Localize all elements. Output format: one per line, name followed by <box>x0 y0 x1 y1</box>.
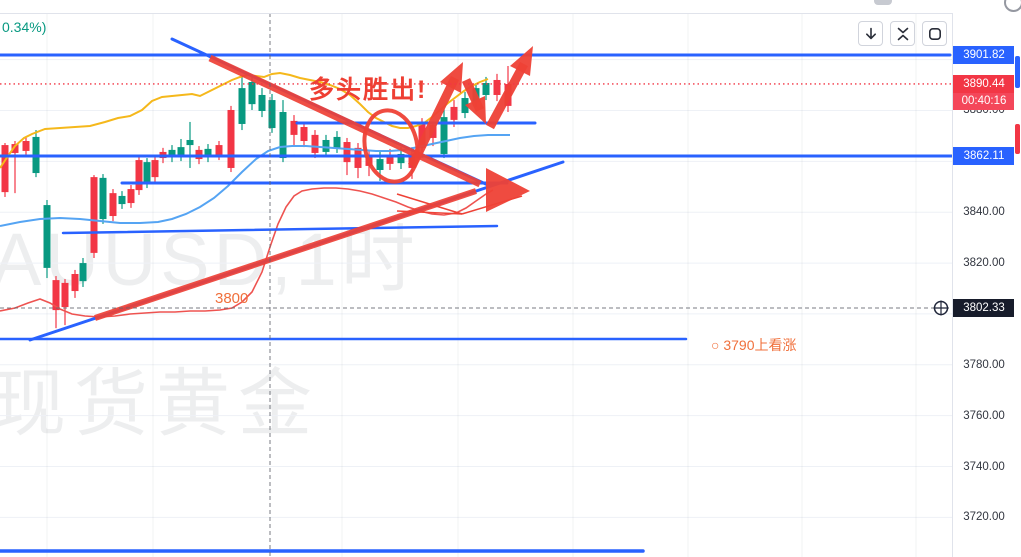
annotation-3790-bullish[interactable]: ○ 3790上看涨 <box>711 337 797 353</box>
candle-body <box>354 147 362 168</box>
candle-body <box>461 98 469 114</box>
candle-body <box>482 83 490 95</box>
price-tick: 3780.00 <box>963 358 1005 371</box>
watermark-symbol-cn: 现货黄金 <box>0 362 320 445</box>
circle-annotation[interactable] <box>358 105 424 186</box>
candle-body <box>343 142 351 163</box>
candle-body <box>195 149 203 160</box>
price-axis[interactable]: 3880.003860.003840.003820.003800.003780.… <box>952 13 1015 557</box>
candle-body <box>322 139 330 152</box>
candle-body <box>215 145 223 155</box>
candle-body <box>440 117 448 154</box>
candle-body <box>118 195 126 205</box>
price-tick: 3820.00 <box>963 257 1005 270</box>
candle-body <box>1 145 9 193</box>
candle-body <box>90 177 98 253</box>
annotation-3800-level[interactable]: 3800 <box>215 290 249 307</box>
download-arrow-button[interactable] <box>858 21 883 46</box>
price-label-blue: 3862.11 <box>953 146 1015 165</box>
annotation-bulls-win[interactable]: 多头胜出! <box>309 76 428 104</box>
scrollbar-thumb[interactable] <box>1015 56 1020 88</box>
chart-top-border <box>0 13 1021 14</box>
zoom-widget-fragment <box>1004 0 1021 12</box>
candle-body <box>11 144 19 153</box>
symbol-change-percent: 0.34%) <box>2 19 47 35</box>
trendline[interactable] <box>61 224 499 235</box>
candle-body <box>135 160 143 191</box>
crosshair-target-icon <box>933 300 949 316</box>
price-tick: 3740.00 <box>963 460 1005 473</box>
candle-body <box>227 109 235 168</box>
candle-body <box>79 263 87 282</box>
screenshot-icon <box>928 27 941 40</box>
scrollbar-thumb[interactable] <box>1015 124 1020 154</box>
drag-handle-fragment <box>874 0 892 5</box>
candle-body <box>279 112 287 159</box>
download-arrow-icon <box>865 27 876 39</box>
big-arrow-head[interactable] <box>486 168 530 212</box>
candle-body <box>238 88 246 124</box>
candle-body <box>168 149 176 158</box>
arrow-head[interactable] <box>465 96 486 124</box>
price-label-dark: 3802.33 <box>953 299 1015 317</box>
price-label-blue: 3901.82 <box>953 46 1015 64</box>
candle-body <box>99 177 107 220</box>
price-tick: 3840.00 <box>963 206 1005 219</box>
candle-body <box>109 193 117 217</box>
candle-body <box>493 79 501 95</box>
red-trendline[interactable] <box>94 188 477 321</box>
candles <box>1 65 512 329</box>
arrow-head[interactable] <box>440 62 463 93</box>
candle-body <box>52 280 60 311</box>
drawing-annotations[interactable] <box>94 46 533 321</box>
candle-body <box>61 282 69 308</box>
arrow-head[interactable] <box>510 46 533 76</box>
candle-body <box>333 136 341 148</box>
candle-body <box>290 120 298 135</box>
drawing-trendlines[interactable] <box>0 37 954 553</box>
price-tick: 3760.00 <box>963 409 1005 422</box>
ma-cyan-line <box>0 134 510 227</box>
candle-body <box>300 127 308 142</box>
candle-body <box>127 189 135 204</box>
candle-body <box>204 148 212 158</box>
price-label-red: 3890.44 <box>953 74 1015 93</box>
candle-body <box>22 141 30 151</box>
price-scrollbar[interactable] <box>1014 13 1021 557</box>
grid-lines <box>0 13 952 557</box>
candle-body <box>450 106 458 120</box>
candle-body <box>71 274 79 292</box>
red-thin-line[interactable] <box>396 193 463 215</box>
chart-toolbar <box>858 21 947 46</box>
candle-body <box>376 159 384 170</box>
red-thin-line[interactable] <box>396 210 463 215</box>
candle-body <box>143 162 151 183</box>
candle-body <box>248 82 256 105</box>
price-tick: 3720.00 <box>963 511 1005 524</box>
crosshair <box>0 13 952 557</box>
screenshot-button[interactable] <box>922 21 947 46</box>
ma-yellow-line <box>0 71 489 169</box>
candle-body <box>311 134 319 153</box>
candle-body <box>386 157 394 164</box>
candle-body <box>151 160 159 178</box>
red-trendline[interactable] <box>208 54 482 188</box>
bar-countdown: 00:40:16 <box>953 92 1015 110</box>
candle-body <box>186 139 194 146</box>
candle-body <box>177 147 185 157</box>
collapse-icon <box>897 27 908 40</box>
candle-body <box>258 94 266 111</box>
candle-body <box>43 205 51 268</box>
collapse-button[interactable] <box>890 21 915 46</box>
arrow-shaft[interactable] <box>486 61 528 130</box>
candle-body <box>397 153 405 164</box>
candle-body <box>268 100 276 129</box>
